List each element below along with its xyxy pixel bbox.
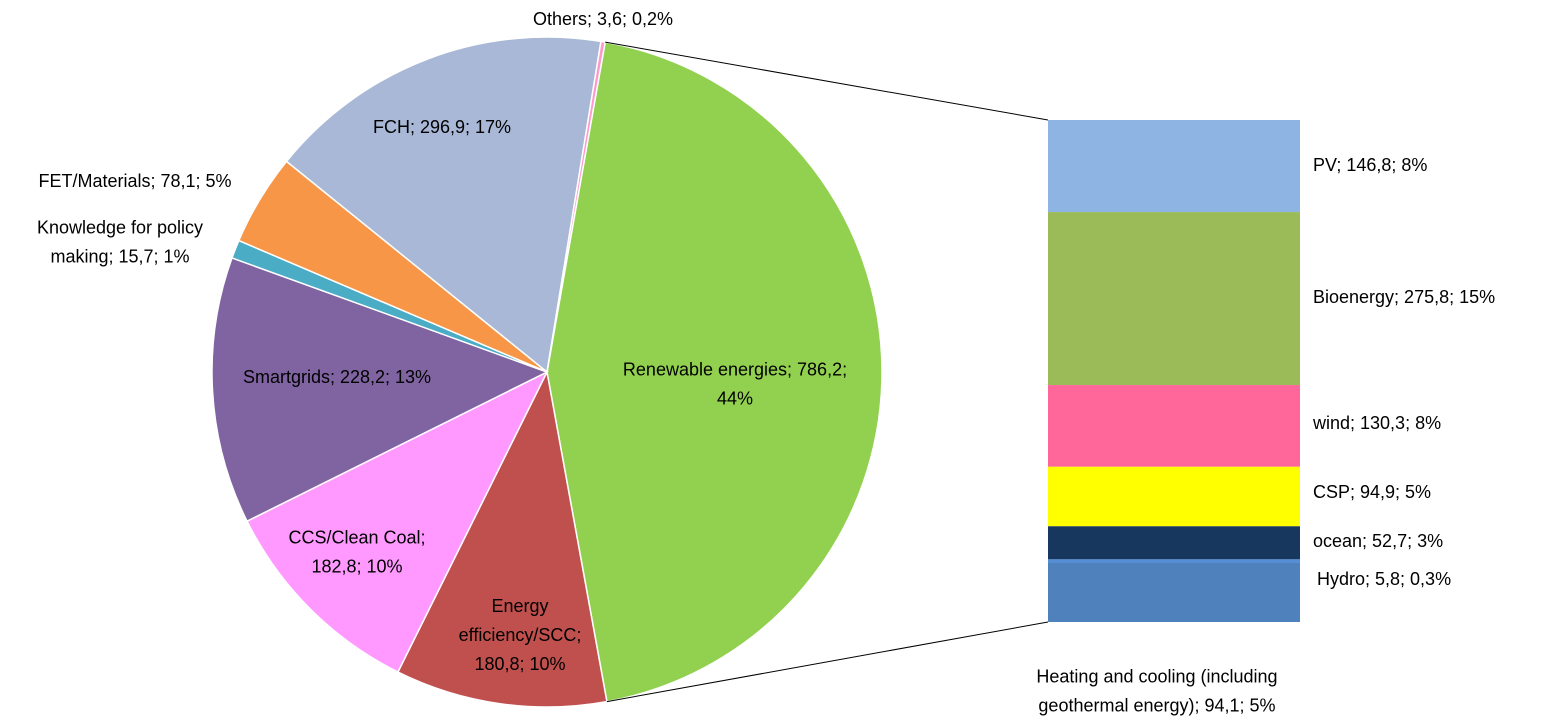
pie-slice — [396, 369, 608, 708]
pie-slice — [546, 40, 607, 373]
data-label: FCH; 296,9; 17% — [373, 117, 511, 137]
pie-slice — [211, 256, 549, 523]
data-label: CSP; 94,9; 5% — [1313, 482, 1431, 502]
pie-slice — [285, 36, 602, 374]
data-label: Energy efficiency/SCC; 180,8; 10% — [459, 596, 582, 674]
data-label: FET/Materials; 78,1; 5% — [38, 171, 231, 191]
data-label: Bioenergy; 275,8; 15% — [1313, 287, 1495, 307]
bar-segment — [1048, 466, 1300, 527]
bar-segment — [1048, 526, 1300, 560]
data-label: Renewable energies; 786,2; 44% — [623, 359, 847, 408]
data-label: Heating and cooling (including geothermal… — [1036, 666, 1277, 715]
data-label: ocean; 52,7; 3% — [1313, 531, 1443, 551]
data-label: Knowledge for policy making; 15,7; 1% — [37, 217, 203, 266]
data-label: PV; 146,8; 8% — [1313, 155, 1427, 175]
connector — [605, 41, 1049, 121]
data-label: CCS/Clean Coal; 182,8; 10% — [288, 527, 425, 576]
bar-segment — [1048, 212, 1300, 386]
data-label: Others; 3,6; 0,2% — [533, 9, 673, 29]
bar-segment — [1048, 120, 1300, 213]
data-label: wind; 130,3; 8% — [1312, 413, 1441, 433]
pie-slice — [246, 370, 549, 674]
bar-segment — [1048, 559, 1300, 563]
connector — [606, 621, 1049, 703]
pie-slice — [546, 41, 883, 703]
data-label: Hydro; 5,8; 0,3% — [1317, 569, 1451, 589]
bar-segment — [1048, 385, 1300, 467]
data-label: Smartgrids; 228,2; 13% — [243, 367, 431, 387]
bar-segment — [1048, 562, 1300, 622]
